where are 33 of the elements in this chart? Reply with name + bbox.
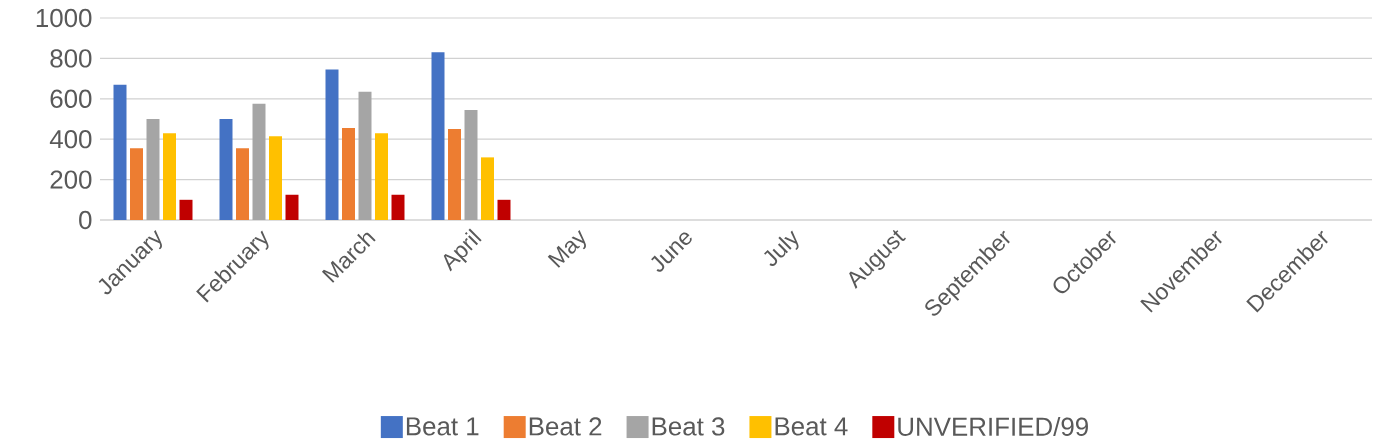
bar: [179, 199, 193, 220]
y-tick-label: 800: [50, 49, 92, 68]
bar: [481, 157, 494, 220]
bar: [252, 103, 266, 220]
bar: [391, 194, 405, 220]
y-tick-label: 200: [50, 170, 92, 189]
bar: [219, 119, 233, 220]
bar: [113, 84, 127, 220]
bar: [358, 91, 372, 220]
bar: [464, 109, 478, 220]
bar: [497, 199, 511, 220]
x-tick-label: May: [547, 229, 586, 268]
x-tick-label: July: [764, 230, 799, 266]
bar: [163, 133, 176, 220]
y-tick-label: 0: [79, 210, 92, 230]
bar: [285, 194, 299, 220]
bar: [236, 148, 249, 220]
y-tick-label: 1000: [36, 8, 92, 28]
bar: [448, 129, 461, 220]
bar: [325, 69, 339, 220]
bar: [130, 148, 143, 220]
y-tick-label: 600: [50, 89, 92, 108]
y-tick-label: 400: [49, 130, 92, 149]
bar: [375, 133, 388, 220]
legend-label: Beat 3: [652, 417, 725, 436]
bar: [146, 119, 160, 220]
legend-label: Beat 2: [529, 417, 602, 436]
bar: [342, 128, 355, 220]
legend-label: Beat 1: [406, 417, 479, 436]
bar: [431, 52, 445, 220]
bar: [269, 136, 282, 220]
legend-label: Beat 4: [775, 417, 848, 436]
legend-label: UNVERIFIED/99: [898, 416, 1088, 436]
